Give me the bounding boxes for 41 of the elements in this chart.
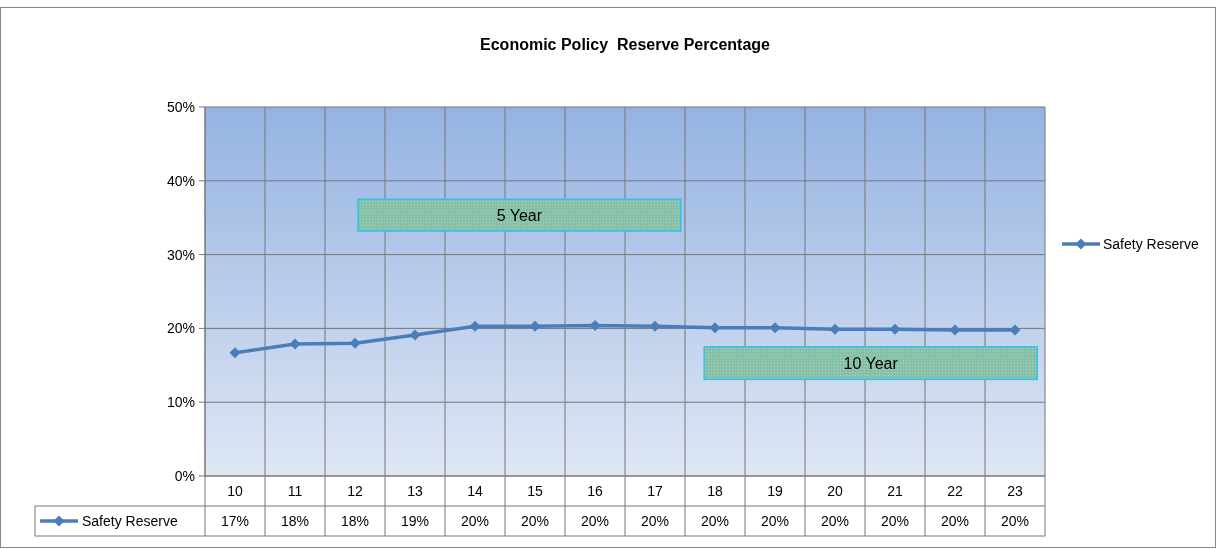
x-tick-label: 11 (287, 482, 303, 499)
x-tick-label: 17 (647, 482, 663, 499)
data-label: 20% (580, 512, 610, 529)
data-label: 20% (460, 512, 490, 529)
legend-label: Safety Reserve (1103, 235, 1199, 252)
annotation: 10 Year (843, 354, 899, 372)
chart-title: Economic Policy Reserve Percentage (480, 36, 771, 53)
x-tick-label: 15 (527, 482, 543, 499)
x-tick-label: 19 (767, 482, 783, 499)
y-tick-label: 50% (166, 98, 195, 115)
x-tick-label: 23 (1007, 482, 1023, 499)
data-label: 17% (220, 512, 250, 529)
y-tick-label: 40% (166, 172, 195, 189)
text: Safety Reserve (82, 512, 178, 529)
x-tick-label: 12 (347, 482, 363, 499)
x-tick-label: 16 (587, 482, 603, 499)
data-label: 18% (340, 512, 370, 529)
y-tick-label: 0% (174, 467, 195, 484)
x-tick-label: 22 (947, 482, 963, 499)
x-tick-label: 20 (827, 482, 843, 499)
data-label: 20% (760, 512, 790, 529)
x-tick-label: 18 (707, 482, 723, 499)
x-tick-label: 21 (887, 482, 903, 499)
data-label: 20% (880, 512, 910, 529)
point (409, 329, 421, 341)
x-tick-label: 13 (407, 482, 423, 499)
data-label: 20% (640, 512, 670, 529)
annotation: 5 Year (496, 206, 543, 224)
y-tick-label: 30% (166, 246, 195, 263)
data-label: 20% (700, 512, 730, 529)
data-label: 20% (940, 512, 970, 529)
data-label: 19% (400, 512, 430, 529)
y-tick-label: 10% (166, 394, 195, 411)
x-tick-label: 10 (227, 482, 243, 499)
x-tick-label: 14 (467, 482, 483, 499)
data-label: 20% (1000, 512, 1030, 529)
data-label: 20% (820, 512, 850, 529)
data-label: 18% (280, 512, 310, 529)
data-label: 20% (520, 512, 550, 529)
point (229, 347, 241, 359)
y-tick-label: 20% (166, 320, 195, 337)
